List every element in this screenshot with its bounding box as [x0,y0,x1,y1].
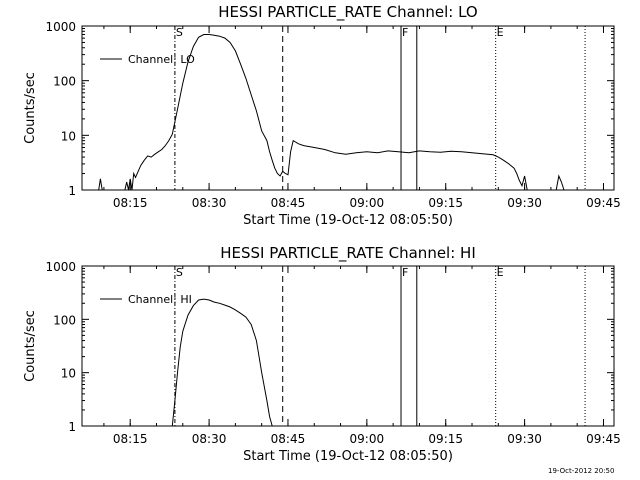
x-axis-label: Start Time (19-Oct-12 08:05:50) [243,213,453,228]
event-marker-label: E [497,26,504,39]
event-marker-label: S [176,266,183,279]
x-tick-label: 08:30 [192,432,227,446]
series-line [98,34,565,191]
x-tick-label: 08:30 [192,196,227,210]
y-tick-label: 100 [53,313,76,327]
event-marker-label: F [402,26,408,39]
x-axis-label: Start Time (19-Oct-12 08:05:50) [243,449,453,464]
x-tick-label: 09:45 [586,432,621,446]
y-axis-label: Counts/sec [23,72,38,144]
x-tick-label: 09:15 [428,196,463,210]
y-tick-label: 1000 [45,260,76,274]
y-tick-label: 1 [68,420,76,434]
x-tick-label: 08:45 [271,196,306,210]
x-tick-label: 08:15 [113,196,148,210]
plot-frame [81,265,615,427]
timestamp-label: 19-Oct-2012 20:50 [548,467,615,475]
series-line [171,298,273,427]
x-tick-label: 09:15 [428,432,463,446]
event-marker-label: S [176,26,183,39]
chart-title: HESSI PARTICLE_RATE Channel: LO [218,3,477,22]
x-tick-label: 09:30 [507,432,542,446]
x-tick-label: 09:00 [350,196,385,210]
x-tick-label: 08:45 [271,432,306,446]
x-tick-label: 09:00 [350,432,385,446]
y-axis-label: Counts/sec [23,310,38,382]
y-tick-label: 1000 [45,20,76,34]
y-tick-label: 10 [61,367,76,381]
chart-title: HESSI PARTICLE_RATE Channel: HI [220,244,476,263]
x-tick-label: 08:15 [113,432,148,446]
y-tick-label: 10 [61,129,76,143]
y-tick-label: 100 [53,75,76,89]
plot-frame [81,25,615,191]
legend-label: Channel: LO [128,53,195,66]
event-marker-label: F [402,266,408,279]
event-marker-label: E [497,266,504,279]
legend-label: Channel: HI [128,293,192,306]
x-tick-label: 09:30 [507,196,542,210]
x-tick-label: 09:45 [586,196,621,210]
y-tick-label: 1 [68,184,76,198]
